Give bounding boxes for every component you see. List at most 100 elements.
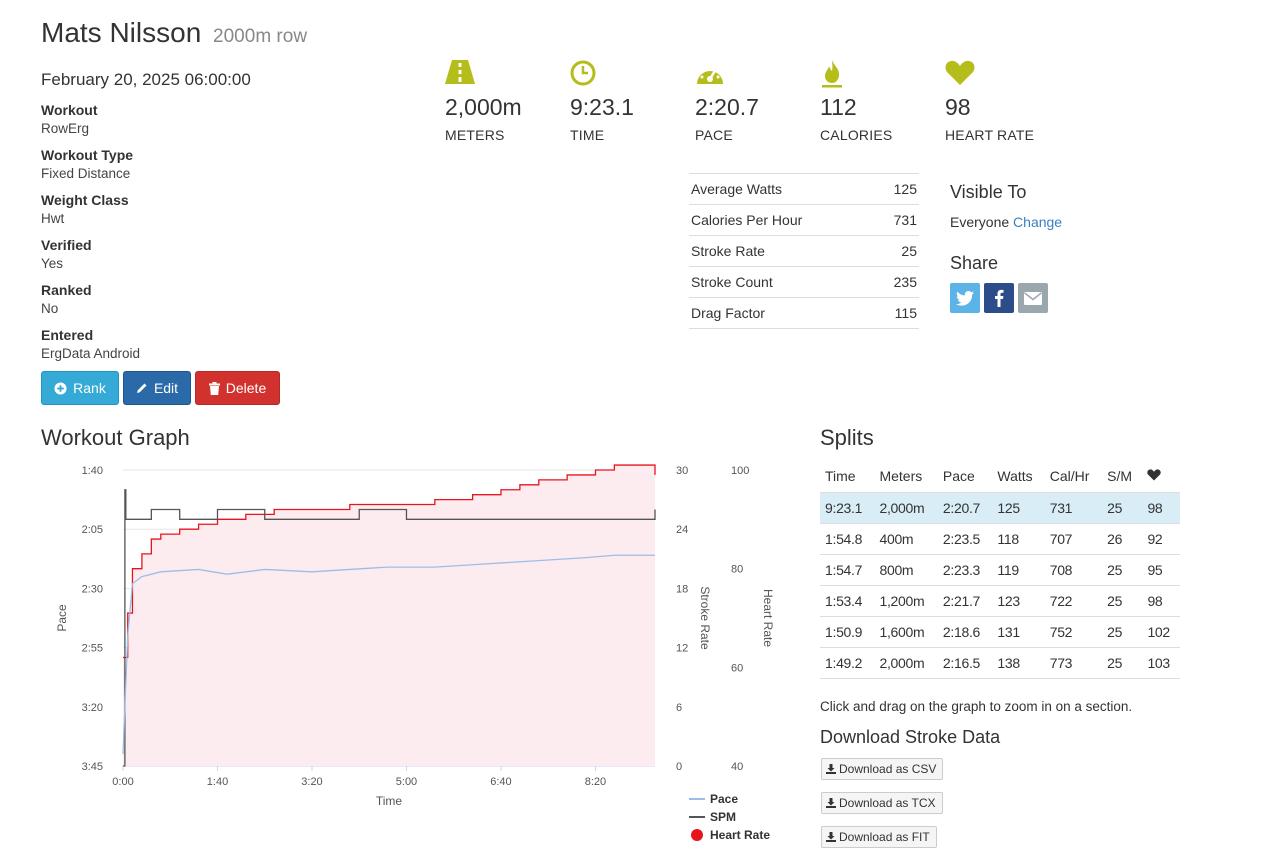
split-cell: 25	[1102, 647, 1143, 679]
stat-label: METERS	[445, 127, 505, 143]
stat-label: HEART RATE	[945, 127, 1035, 143]
share-title: Share	[950, 253, 999, 273]
metric-value: 125	[874, 173, 919, 205]
info-label: Ranked	[41, 282, 92, 298]
download-csv-button[interactable]: Download as CSV	[821, 758, 944, 780]
pace-tick-label: 2:05	[82, 524, 103, 536]
legend-spm-label: SPM	[710, 810, 736, 824]
info-label: Workout	[41, 102, 98, 118]
heart-icon	[1147, 469, 1162, 481]
change-visibility-link[interactable]: Change	[1013, 214, 1063, 230]
stat-time: 9:23.1 TIME	[570, 60, 690, 143]
split-cell: 119	[992, 554, 1045, 586]
x-tick-label: 1:40	[207, 776, 228, 788]
split-cell: 25	[1102, 492, 1143, 524]
workout-date: February 20, 2025 06:00:00	[41, 70, 251, 89]
workout-subtitle: 2000m row	[213, 26, 308, 47]
flame-icon	[822, 60, 842, 88]
split-cell: 1,200m	[874, 585, 938, 617]
metrics-table: Average Watts 125 Calories Per Hour 731 St…	[689, 173, 919, 329]
graph-title: Workout Graph	[41, 425, 190, 450]
heart-rate-line	[123, 464, 656, 659]
visibility-value: Everyone	[950, 214, 1010, 230]
info-value: Yes	[41, 256, 64, 271]
split-cell: 1:53.4	[820, 585, 875, 617]
x-tick-label: 0:00	[112, 776, 133, 788]
metric-label: Drag Factor	[689, 297, 875, 329]
stat-value: 2,000m	[445, 94, 522, 120]
share-facebook-button[interactable]	[984, 283, 1014, 313]
spm-tick-label: 30	[676, 465, 688, 477]
hr-tick-label: 60	[731, 662, 743, 674]
metric-label: Stroke Count	[689, 266, 875, 298]
spm-tick-label: 0	[676, 761, 682, 773]
delete-button[interactable]: Delete	[195, 371, 280, 405]
x-tick-label: 6:40	[490, 776, 511, 788]
splits-row: 1:50.9 1,600m 2:18.6 131 752 25 102	[820, 616, 1180, 648]
splits-row: 1:49.2 2,000m 2:16.5 138 773 25 103	[820, 647, 1180, 679]
share-email-button[interactable]	[1018, 283, 1048, 313]
zoom-hint: Click and drag on the graph to zoom in o…	[820, 699, 1133, 714]
split-cell: 1:54.7	[820, 554, 875, 586]
split-cell: 1:50.9	[820, 616, 875, 648]
splits-total-row: 9:23.1 2,000m 2:20.7 125 731 25 98	[820, 492, 1180, 524]
stat-meters: 2,000m METERS	[445, 60, 565, 143]
download-tcx-button[interactable]: Download as TCX	[821, 792, 943, 814]
stat-value: 112	[820, 94, 857, 120]
edit-button-label: Edit	[153, 380, 179, 396]
hr-tick-label: 40	[731, 761, 743, 773]
email-icon	[1024, 291, 1042, 305]
athlete-name: Mats Nilsson	[41, 17, 202, 48]
split-cell: 400m	[874, 523, 938, 555]
split-cell: 2,000m	[874, 492, 938, 524]
split-cell: 123	[992, 585, 1045, 617]
spm-axis-title: Stroke Rate	[698, 586, 712, 650]
plus-circle-icon	[54, 381, 67, 395]
share-twitter-button[interactable]	[950, 283, 980, 313]
metric-label: Calories Per Hour	[689, 204, 875, 236]
download-fit-button[interactable]: Download as FIT	[821, 826, 937, 848]
split-cell: 98	[1142, 585, 1180, 617]
split-cell: 2:20.7	[937, 492, 993, 524]
legend-hr-swatch	[691, 829, 703, 841]
split-cell: 731	[1044, 492, 1103, 524]
metric-value: 235	[874, 266, 919, 298]
split-cell: 131	[992, 616, 1045, 648]
stat-label: TIME	[570, 127, 605, 143]
delete-button-label: Delete	[225, 380, 267, 396]
splits-title: Splits	[820, 425, 874, 450]
rank-button-label: Rank	[73, 380, 106, 396]
split-cell: 752	[1044, 616, 1103, 648]
split-cell: 95	[1142, 554, 1180, 586]
download-tcx-label: Download as TCX	[839, 796, 936, 810]
splits-table: Time Meters Pace Watts Cal/Hr S/M 9:23.1…	[820, 460, 1180, 679]
split-cell: 125	[992, 492, 1045, 524]
spm-tick-label: 24	[676, 524, 688, 536]
splits-header-heart	[1142, 460, 1180, 493]
page-title: Mats Nilsson 2000m row	[41, 17, 307, 49]
split-cell: 1:54.8	[820, 523, 875, 555]
clock-icon	[570, 60, 596, 86]
info-value: RowErg	[41, 121, 90, 136]
split-cell: 1,600m	[874, 616, 938, 648]
edit-button[interactable]: Edit	[123, 371, 191, 405]
split-cell: 2:21.7	[937, 585, 993, 617]
split-cell: 2,000m	[874, 647, 938, 679]
splits-header: Meters	[879, 468, 923, 484]
workout-graph[interactable]: 1:402:052:302:553:203:453024181260100806…	[41, 455, 801, 855]
pace-tick-label: 1:40	[82, 465, 103, 477]
rank-button[interactable]: Rank	[41, 371, 119, 405]
hr-axis-title: Heart Rate	[761, 589, 775, 647]
info-value: Fixed Distance	[41, 166, 131, 181]
info-weight-class: Weight Class Hwt	[41, 192, 129, 226]
road-icon	[445, 60, 475, 84]
split-cell: 1:49.2	[820, 647, 875, 679]
splits-header: Cal/Hr	[1049, 468, 1090, 484]
split-cell: 92	[1142, 523, 1180, 555]
metric-value: 731	[874, 204, 919, 236]
split-cell: 708	[1044, 554, 1103, 586]
splits-row: 1:54.8 400m 2:23.5 118 707 26 92	[820, 523, 1180, 555]
split-cell: 2:18.6	[937, 616, 993, 648]
pace-line	[122, 554, 655, 755]
metric-row: Drag Factor 115	[689, 297, 919, 329]
